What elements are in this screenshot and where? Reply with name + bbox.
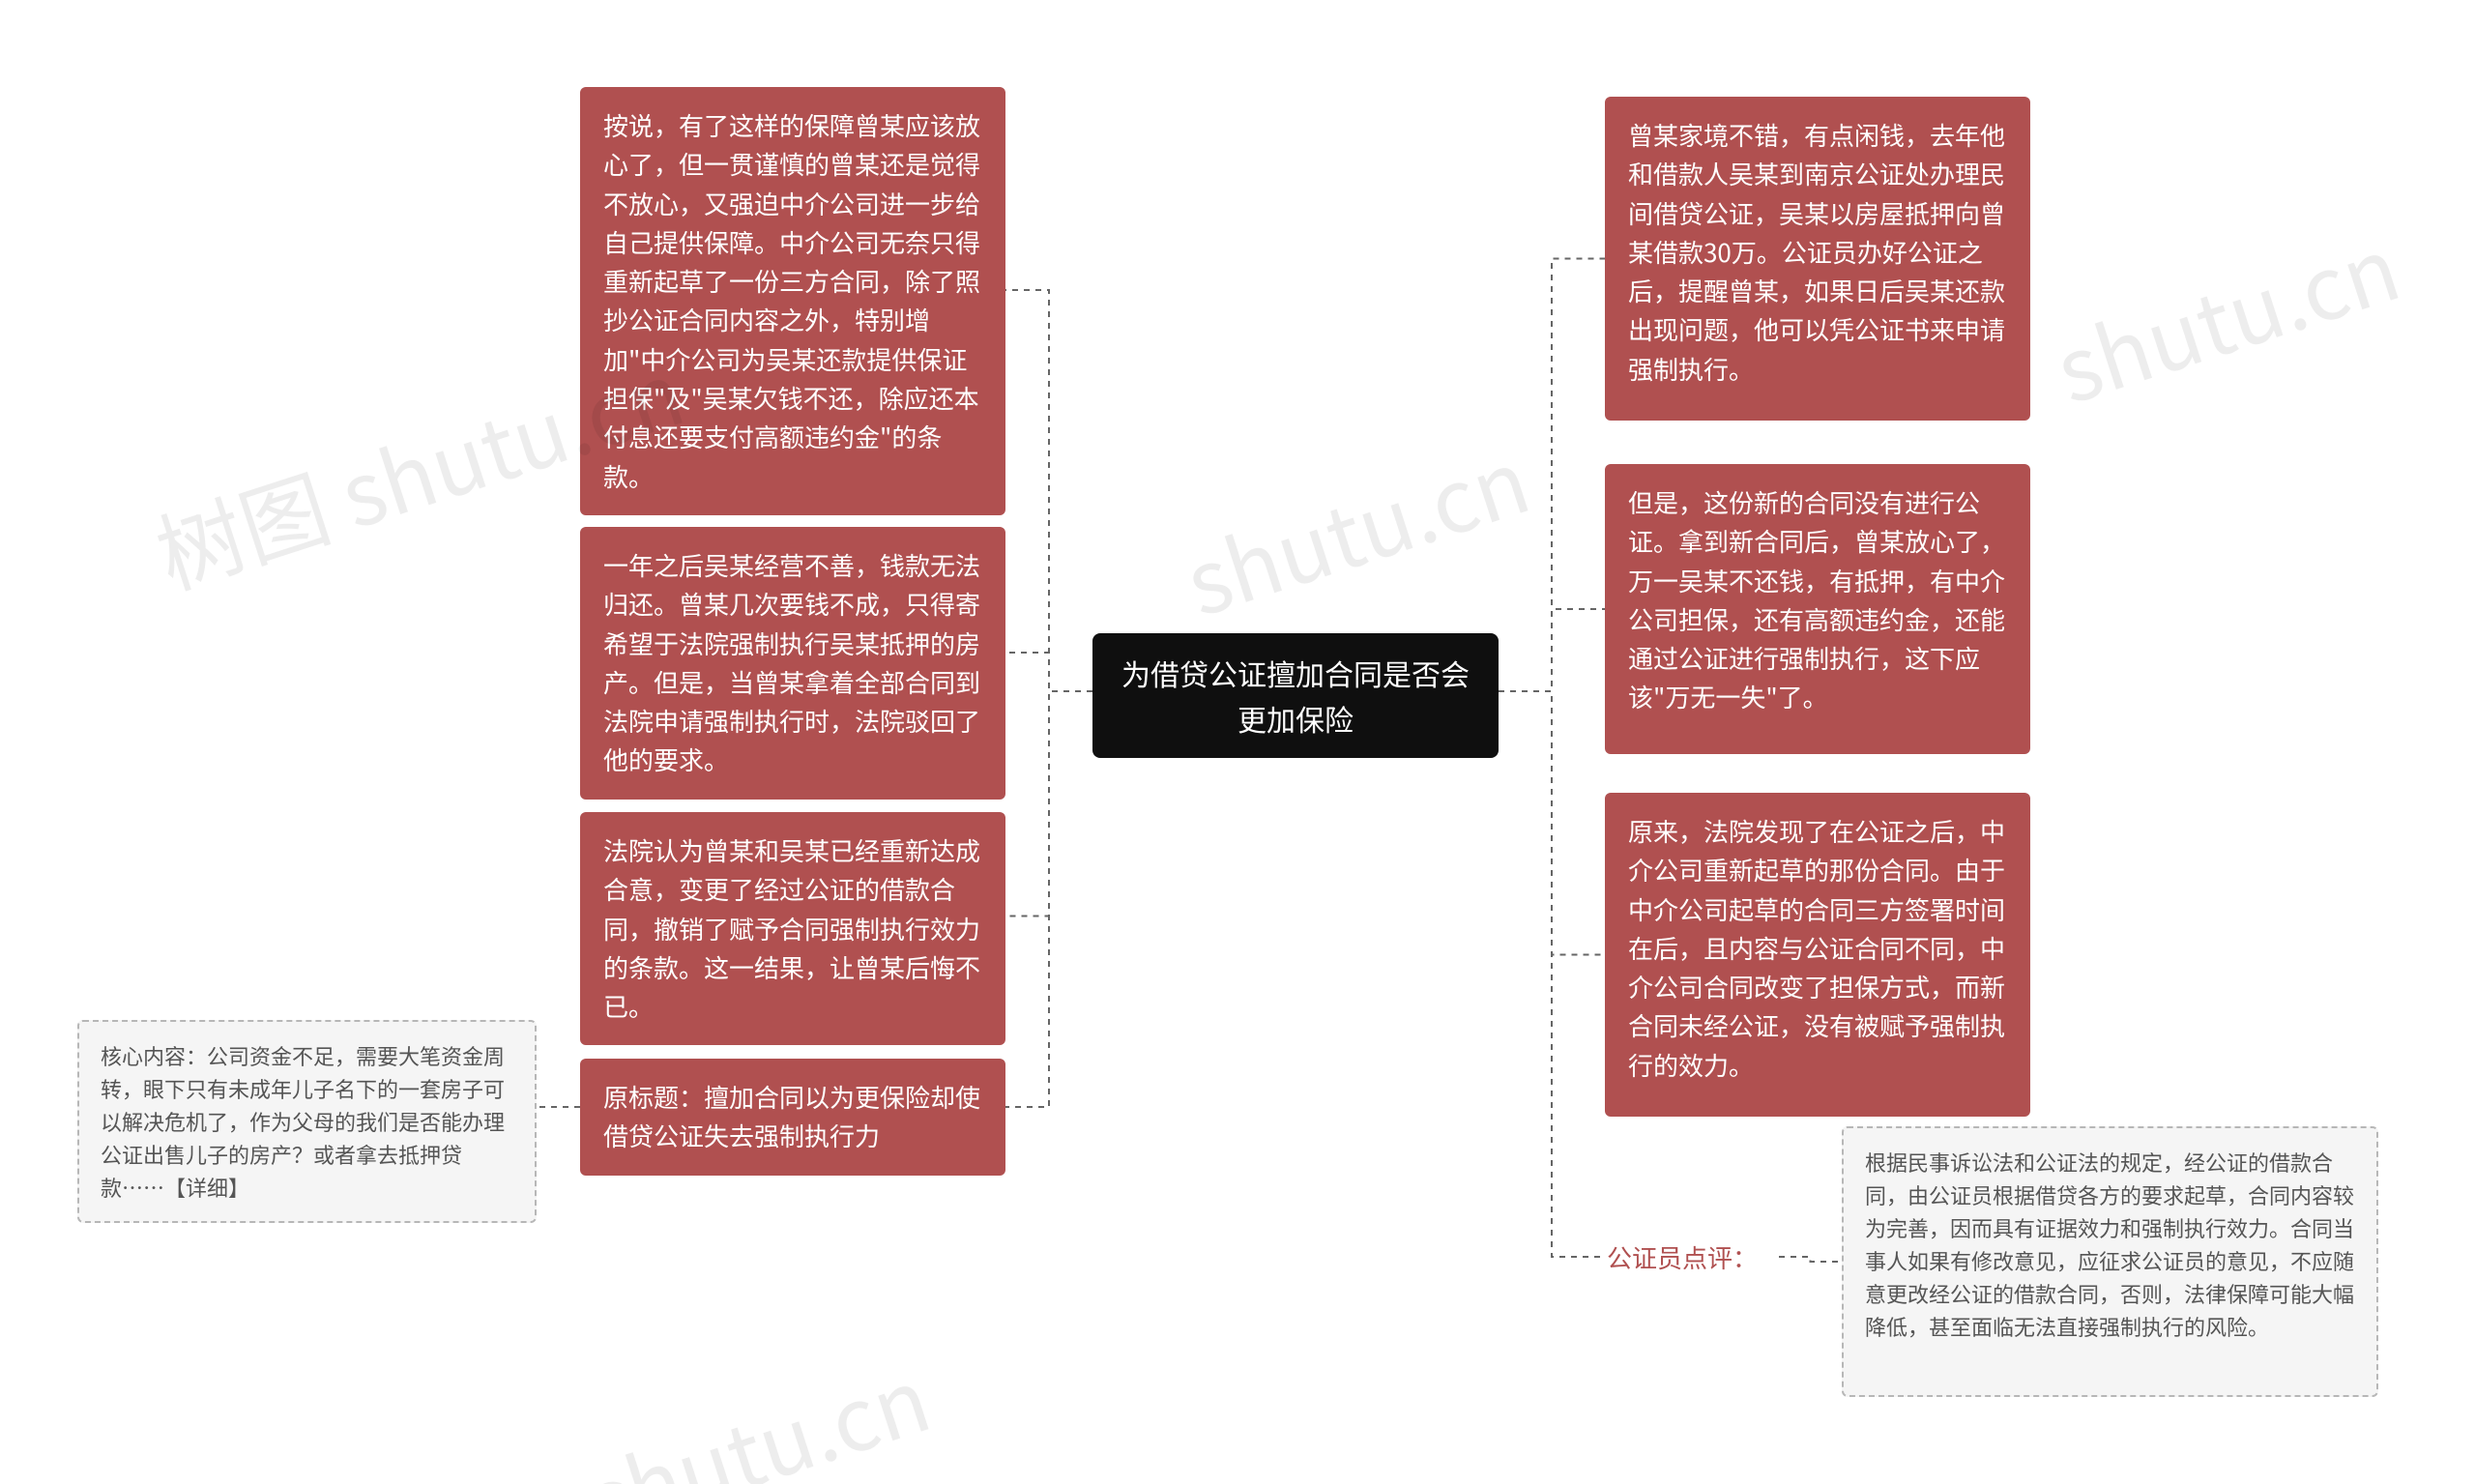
watermark: shutu.cn (569, 1331, 944, 1484)
left-node-2: 一年之后吴某经营不善，钱款无法归还。曾某几次要钱不成，只得寄希望于法院强制执行吴… (580, 527, 1005, 800)
left-node-3: 法院认为曾某和吴某已经重新达成合意，变更了经过公证的借款合同，撤销了赋予合同强制… (580, 812, 1005, 1045)
center-node: 为借贷公证擅加合同是否会更加保险 (1092, 633, 1499, 758)
right-node-4-child: 根据民事诉讼法和公证法的规定，经公证的借款合同，由公证员根据借贷各方的要求起草，… (1842, 1126, 2378, 1397)
right-node-2: 但是，这份新的合同没有进行公证。拿到新合同后，曾某放心了，万一吴某不还钱，有抵押… (1605, 464, 2030, 754)
right-node-3: 原来，法院发现了在公证之后，中介公司重新起草的那份合同。由于中介公司起草的合同三… (1605, 793, 2030, 1117)
left-node-4-child: 核心内容：公司资金不足，需要大笔资金周转，眼下只有未成年儿子名下的一套房子可以解… (77, 1020, 537, 1223)
right-node-4: 公证员点评： (1605, 1233, 1779, 1283)
left-node-4: 原标题：擅加合同以为更保险却使借贷公证失去强制执行力 (580, 1059, 1005, 1176)
mindmap-canvas: 为借贷公证擅加合同是否会更加保险 按说，有了这样的保障曾某应该放心了，但一贯谨慎… (0, 0, 2475, 1484)
watermark: shutu.cn (2039, 200, 2413, 428)
watermark: shutu.cn (1169, 413, 1543, 641)
left-node-1: 按说，有了这样的保障曾某应该放心了，但一贯谨慎的曾某还是觉得不放心，又强迫中介公… (580, 87, 1005, 515)
right-node-1: 曾某家境不错，有点闲钱，去年他和借款人吴某到南京公证处办理民间借贷公证，吴某以房… (1605, 97, 2030, 421)
